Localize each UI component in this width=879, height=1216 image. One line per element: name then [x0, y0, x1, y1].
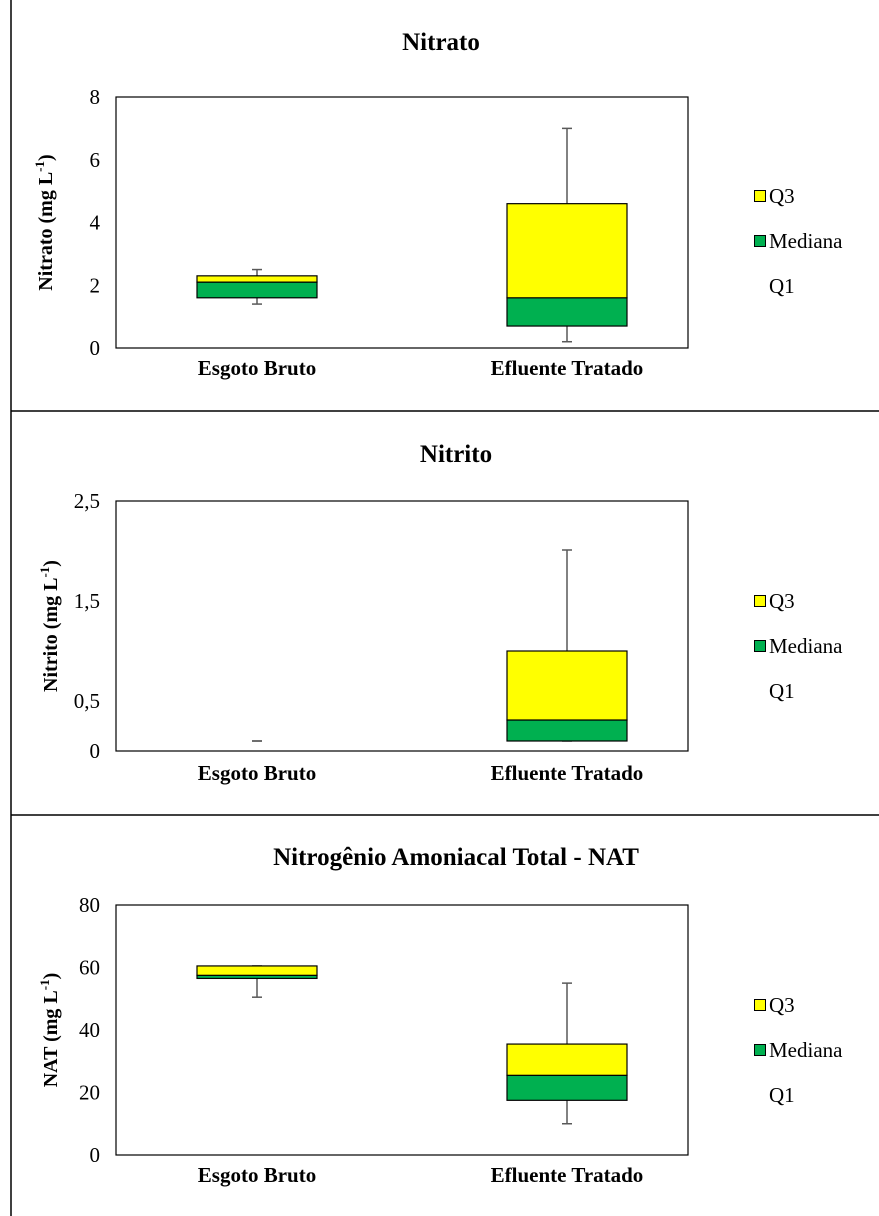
legend-swatch: [754, 235, 766, 247]
box-2: [506, 127, 628, 343]
y-axis-label: Nitrito (mg L-1): [37, 560, 62, 692]
legend-label: Q1: [769, 1082, 795, 1107]
y-axis-label-close: ): [40, 973, 62, 980]
y-tick-label: 6: [90, 148, 101, 172]
x-category-label: Esgoto Bruto: [198, 761, 316, 785]
box-1: [196, 268, 318, 305]
legend-item: Q3: [754, 993, 795, 1017]
box-median-segment: [506, 1074, 628, 1101]
y-tick-label: 40: [79, 1018, 100, 1042]
legend-item: Mediana: [754, 1038, 842, 1062]
y-tick-label: 8: [90, 85, 101, 109]
y-axis-label: NAT (mg L-1): [37, 973, 62, 1088]
legend-label: Q3: [769, 183, 795, 208]
y-tick-label: 0: [90, 336, 101, 360]
legend-label: Q3: [769, 588, 795, 613]
plot-area: [115, 904, 689, 1156]
legend-swatch: [754, 190, 766, 202]
y-tick-label: 2: [90, 273, 101, 297]
y-axis-label-close: ): [35, 154, 57, 161]
box-q3-segment: [506, 1043, 628, 1076]
y-axis-label-superscript: -1: [37, 567, 52, 578]
legend-label: Q1: [769, 678, 795, 703]
y-tick-label: 0: [90, 739, 101, 763]
legend-item: Q1: [754, 1083, 795, 1107]
legend-item: Mediana: [754, 229, 842, 253]
y-axis-label: Nitrato (mg L-1): [32, 154, 57, 290]
plot-area: [115, 500, 689, 752]
y-axis-label-main: NAT (mg L: [40, 990, 62, 1087]
legend-swatch: [754, 1044, 766, 1056]
y-tick-label: 4: [90, 211, 101, 235]
x-category-label: Esgoto Bruto: [198, 356, 316, 380]
y-tick-label: 1,5: [74, 589, 100, 613]
plot-area: [115, 96, 689, 349]
y-axis-label-close: ): [40, 560, 62, 567]
x-category-label: Esgoto Bruto: [198, 1163, 316, 1187]
box-q3-segment: [196, 275, 318, 283]
legend-swatch: [754, 595, 766, 607]
legend-item: Mediana: [754, 634, 842, 658]
x-category-label: Efluente Tratado: [491, 356, 644, 380]
y-tick-label: 0: [90, 1143, 101, 1167]
x-category-label: Efluente Tratado: [491, 761, 644, 785]
y-axis-label-main: Nitrito (mg L: [40, 578, 62, 692]
legend-item: Q3: [754, 589, 795, 613]
legend-item: Q1: [754, 274, 795, 298]
y-axis-label-main: Nitrato (mg L: [35, 172, 57, 291]
box-q3-segment: [506, 203, 628, 299]
legend-item: Q1: [754, 679, 795, 703]
chart-title: Nitrito: [420, 441, 492, 468]
legend-label: Mediana: [769, 1037, 843, 1062]
box-median-segment: [506, 297, 628, 327]
box-q3-segment: [196, 965, 318, 976]
y-tick-label: 80: [79, 893, 100, 917]
box-q3-segment: [506, 650, 628, 721]
y-tick-label: 60: [79, 956, 100, 980]
y-tick-label: 20: [79, 1081, 100, 1105]
chart-title: Nitrogênio Amoniacal Total - NAT: [273, 844, 639, 871]
chart-title: Nitrato: [402, 29, 480, 56]
box-2: [506, 549, 628, 742]
box-1: [196, 965, 318, 998]
legend-label: Mediana: [769, 633, 843, 658]
x-category-label: Efluente Tratado: [491, 1163, 644, 1187]
legend-swatch: [754, 999, 766, 1011]
legend-label: Q3: [769, 992, 795, 1017]
legend-swatch: [754, 640, 766, 652]
box-2: [506, 982, 628, 1125]
y-axis-label-superscript: -1: [32, 161, 47, 172]
y-tick-label: 2,5: [74, 489, 100, 513]
y-tick-label: 0,5: [74, 689, 100, 713]
legend-item: Q3: [754, 184, 795, 208]
legend-label: Q1: [769, 273, 795, 298]
y-axis-label-superscript: -1: [37, 979, 52, 990]
legend-swatch: [754, 1089, 766, 1101]
legend-label: Mediana: [769, 228, 843, 253]
